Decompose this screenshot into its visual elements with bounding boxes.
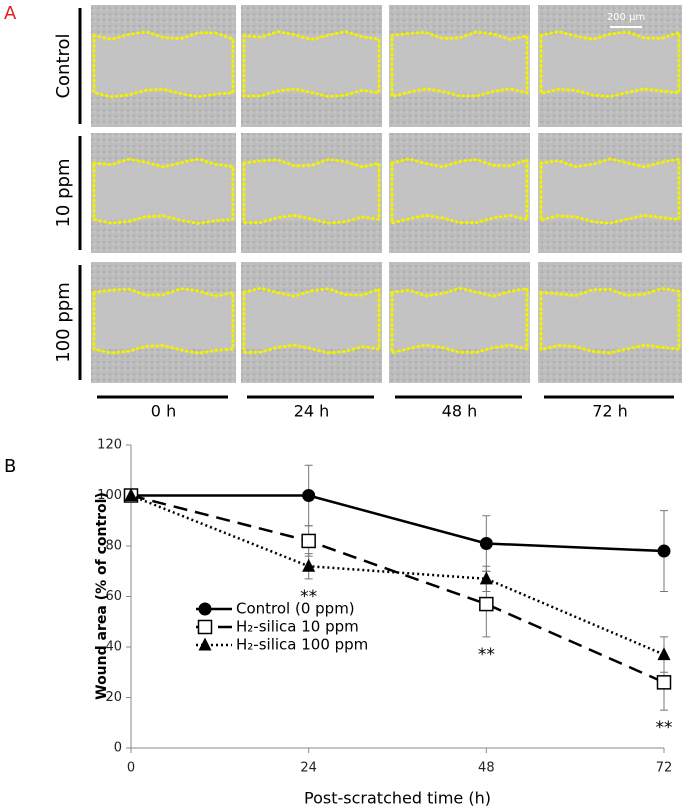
series-line: [130, 494, 665, 656]
marker: [657, 647, 671, 661]
wound-gap: [241, 163, 382, 220]
wound-outline: [539, 157, 681, 225]
legend-marker: [198, 637, 212, 651]
wound-gap: [389, 163, 530, 220]
marker: [301, 533, 316, 549]
wound-outline: [539, 286, 681, 355]
legend-marker: [197, 619, 213, 635]
column-label: 72 h: [592, 402, 628, 421]
wound-outline: [390, 157, 529, 225]
y-axis-title: Wound area (% of control): [94, 492, 110, 700]
wound-outline: [242, 157, 381, 225]
wound-outline: [242, 30, 381, 99]
wound-outline: [242, 286, 381, 355]
series-line: [131, 494, 665, 553]
legend-label: H₂-silica 10 ppm: [236, 618, 359, 636]
legend-label: H₂-silica 100 ppm: [236, 636, 368, 654]
y-tick-label: 120: [97, 438, 122, 453]
y-tick-label: 40: [105, 640, 122, 655]
marker: [302, 489, 316, 502]
wound-gap: [91, 292, 236, 350]
series-line: [130, 494, 665, 684]
wound-outline: [92, 30, 235, 99]
y-tick-label: 60: [105, 589, 122, 604]
marker: [302, 558, 316, 572]
wound-outline: [390, 286, 529, 355]
x-tick-label: 24: [300, 761, 317, 776]
y-tick-label: 80: [105, 539, 122, 554]
wound-gap: [538, 35, 682, 93]
row-label: 100 ppm: [53, 282, 74, 362]
wound-gap: [91, 163, 236, 220]
wound-gap: [538, 163, 682, 220]
wound-outline: [92, 287, 235, 355]
y-tick-label: 20: [105, 690, 122, 705]
y-tick-label: 100: [97, 488, 122, 503]
row-label: Control: [53, 33, 74, 98]
significance: **: [656, 718, 673, 738]
marker: [657, 544, 671, 558]
wound-gap: [538, 292, 682, 350]
panel-label: B: [4, 456, 16, 477]
wound-gap: [241, 35, 382, 93]
wound-outline: [92, 157, 235, 225]
legend-label: Control (0 ppm): [236, 600, 355, 618]
wound-gap: [389, 292, 530, 350]
marker: [479, 536, 493, 550]
wound-gap: [241, 292, 382, 350]
marker: [479, 571, 493, 585]
column-label: 48 h: [442, 402, 478, 421]
marker: [124, 488, 138, 501]
significance: **: [478, 645, 495, 665]
wound-gap: [389, 35, 530, 93]
marker: [479, 596, 494, 612]
x-tick-label: 48: [478, 761, 495, 776]
row-label: 10 ppm: [53, 158, 74, 227]
marker: [656, 675, 672, 690]
x-tick-label: 72: [656, 761, 673, 776]
legend-marker: [198, 602, 212, 616]
y-tick-label: 0: [114, 741, 122, 756]
x-tick-label: 0: [127, 761, 135, 776]
column-label: 0 h: [151, 402, 176, 421]
scale-bar-label: 200 µm: [607, 12, 645, 23]
panel-label: A: [4, 3, 17, 24]
wound-gap: [91, 35, 236, 93]
wound-outline: [390, 30, 529, 99]
x-axis-title: Post-scratched time (h): [304, 789, 491, 808]
column-label: 24 h: [294, 402, 330, 421]
significance: **: [300, 587, 317, 607]
